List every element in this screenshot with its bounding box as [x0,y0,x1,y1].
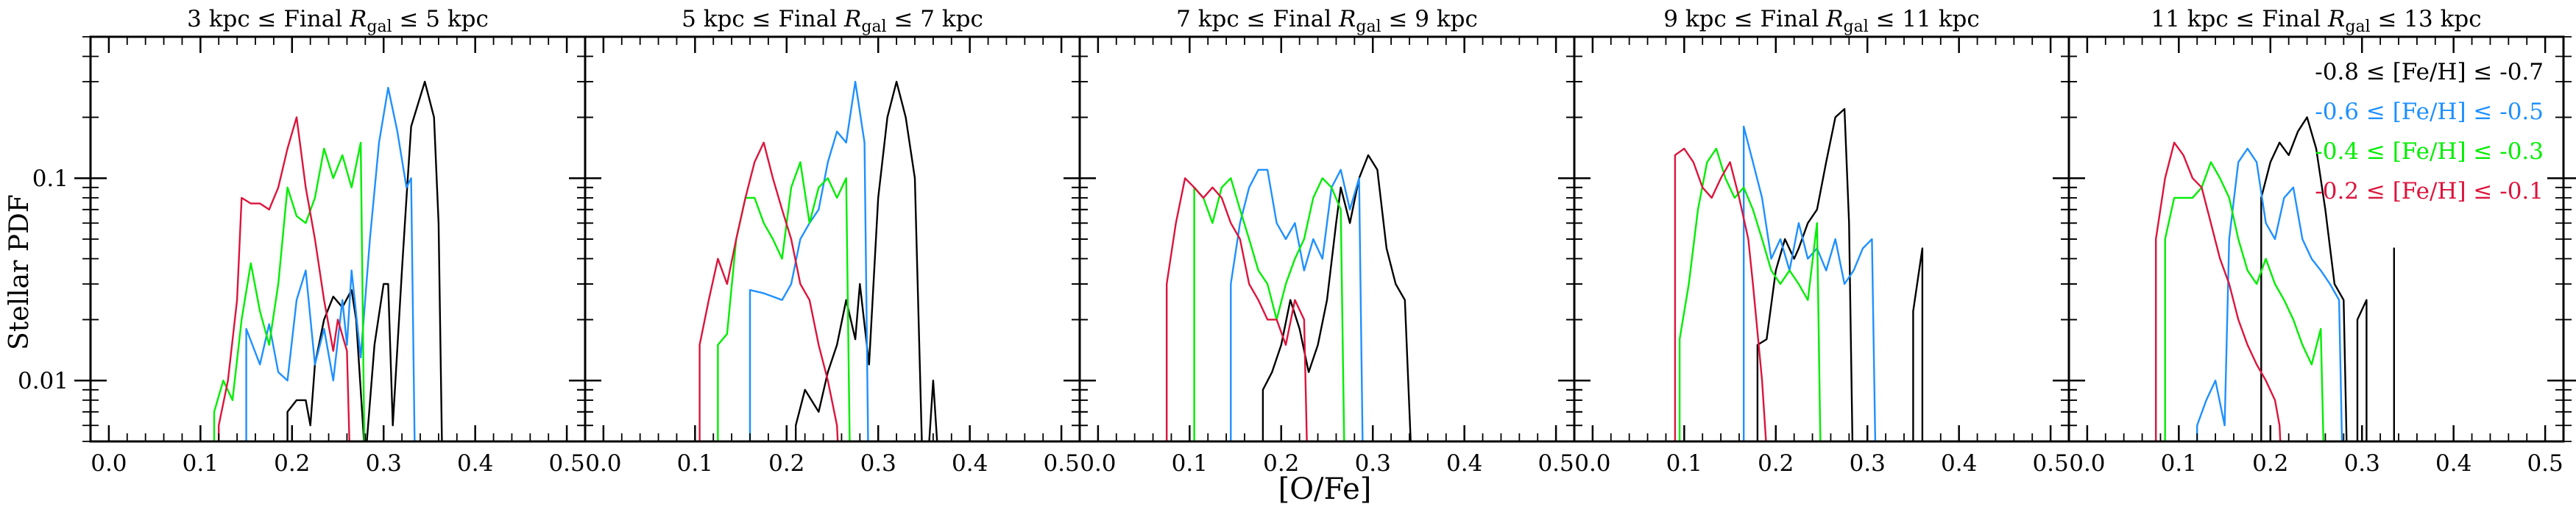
x-tick-label: 0.5 [1538,450,1574,477]
x-axis-label: [O/Fe] [1278,472,1372,506]
x-tick-label: 0.0 [585,450,621,477]
x-tick-label: 0.4 [1941,450,1977,477]
panel-title: 9 kpc ≤ Final Rgal ≤ 11 kpc [1663,6,1979,36]
series-group [214,82,443,515]
y-tick-label: 0.01 [18,368,68,394]
x-tick-label: 0.2 [768,450,804,477]
x-tick-label: 0.2 [274,450,310,477]
y-axis-label: Stellar PDF [4,194,35,350]
legend-entry-4: -0.2 ≤ [Fe/H] ≤ -0.1 [2315,178,2544,205]
x-tick-label: 0.4 [1446,450,1482,477]
x-tick-label: 0.5 [2527,450,2563,477]
x-tick-label: 0.0 [1574,450,1610,477]
x-tick-label: 0.3 [366,450,402,477]
x-tick-label: 0.4 [952,450,988,477]
x-tick-label: 0.4 [2435,450,2471,477]
panel-title: 5 kpc ≤ Final Rgal ≤ 7 kpc [682,6,983,36]
legend-entry-3: -0.4 ≤ [Fe/H] ≤ -0.3 [2315,138,2544,165]
x-tick-label: 0.1 [1666,450,1702,477]
panel-title: 3 kpc ≤ Final Rgal ≤ 5 kpc [187,6,489,36]
series-group [700,82,943,515]
x-tick-label: 0.5 [2032,450,2068,477]
x-tick-label: 0.3 [860,450,896,477]
x-tick-label: 0.2 [1758,450,1794,477]
x-tick-label: 0.0 [2069,450,2105,477]
panel-1: 0.0 0.1 0.2 0.3 0.4 0.5 0.01 0.1 3 kpc ≤ Final R… [18,6,601,515]
x-tick-label: 0.1 [183,450,219,477]
x-tick-label: 0.5 [548,450,584,477]
x-tick-label: 0.3 [1850,450,1886,477]
x-tick-label: 0.2 [2252,450,2288,477]
axes-frame [91,37,585,441]
y-tick-label: 0.1 [32,166,68,192]
axes-frame [2069,37,2563,441]
x-tick-label: 0.4 [457,450,493,477]
axes-frame [1080,37,1574,441]
legend-entry-1: -0.8 ≤ [Fe/H] ≤ -0.7 [2315,59,2544,85]
x-tick-label: 0.1 [2161,450,2197,477]
panel-title: 7 kpc ≤ Final Rgal ≤ 9 kpc [1176,6,1478,36]
x-tick-label: 0.3 [2344,450,2380,477]
axes-frame [1574,37,2069,441]
legend: -0.8 ≤ [Fe/H] ≤ -0.7 -0.6 ≤ [Fe/H] ≤ -0.5… [2315,59,2544,205]
x-tick-label: 0.0 [91,450,127,477]
panel-3: 0.0 0.1 0.2 0.3 0.4 0.57 kpc ≤ Final Rgal ≤ 9… [1064,6,1590,515]
panels: 0.0 0.1 0.2 0.3 0.4 0.5 0.01 0.1 3 kpc ≤ Final R… [18,6,2576,515]
panel-title: 11 kpc ≤ Final Rgal ≤ 13 kpc [2151,6,2481,36]
axes-frame [585,37,1080,441]
panel-2: 0.0 0.1 0.2 0.3 0.4 0.5 5 kpc ≤ Final Rgal ≤ 7… [569,6,1096,515]
x-tick-label: 0.1 [1172,450,1208,477]
panel-4: 0.0 0.1 0.2 0.3 0.4 0.5 9 kpc ≤ Final Rgal ≤ 1… [1558,6,2085,515]
x-tick-label: 0.5 [1043,450,1079,477]
legend-entry-2: -0.6 ≤ [Fe/H] ≤ -0.5 [2315,99,2544,125]
x-tick-label: 0.1 [677,450,713,477]
x-tick-label: 0.0 [1080,450,1116,477]
